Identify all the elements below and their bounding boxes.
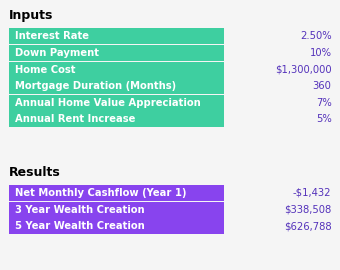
Text: Mortgage Duration (Months): Mortgage Duration (Months) — [15, 81, 176, 91]
Text: 2.50%: 2.50% — [300, 31, 332, 41]
FancyBboxPatch shape — [8, 185, 224, 201]
Text: Net Monthly Cashflow (Year 1): Net Monthly Cashflow (Year 1) — [15, 188, 187, 198]
Text: 360: 360 — [312, 81, 332, 91]
Text: 3 Year Wealth Creation: 3 Year Wealth Creation — [15, 205, 145, 215]
FancyBboxPatch shape — [8, 28, 224, 44]
Text: 5 Year Wealth Creation: 5 Year Wealth Creation — [15, 221, 145, 231]
Text: Inputs: Inputs — [8, 9, 53, 22]
Text: Annual Rent Increase: Annual Rent Increase — [15, 114, 136, 124]
Text: Interest Rate: Interest Rate — [15, 31, 89, 41]
Text: $626,788: $626,788 — [284, 221, 332, 231]
Text: 5%: 5% — [316, 114, 332, 124]
Text: Down Payment: Down Payment — [15, 48, 99, 58]
FancyBboxPatch shape — [8, 201, 224, 218]
FancyBboxPatch shape — [8, 78, 224, 94]
Text: $338,508: $338,508 — [284, 205, 332, 215]
FancyBboxPatch shape — [8, 95, 224, 111]
Text: Home Cost: Home Cost — [15, 65, 76, 75]
FancyBboxPatch shape — [8, 111, 224, 127]
FancyBboxPatch shape — [8, 45, 224, 61]
Text: Results: Results — [8, 166, 60, 179]
Text: Annual Home Value Appreciation: Annual Home Value Appreciation — [15, 98, 201, 108]
FancyBboxPatch shape — [8, 62, 224, 78]
Text: 10%: 10% — [309, 48, 332, 58]
Text: $1,300,000: $1,300,000 — [275, 65, 332, 75]
Text: 7%: 7% — [316, 98, 332, 108]
FancyBboxPatch shape — [8, 218, 224, 234]
Text: -$1,432: -$1,432 — [293, 188, 332, 198]
